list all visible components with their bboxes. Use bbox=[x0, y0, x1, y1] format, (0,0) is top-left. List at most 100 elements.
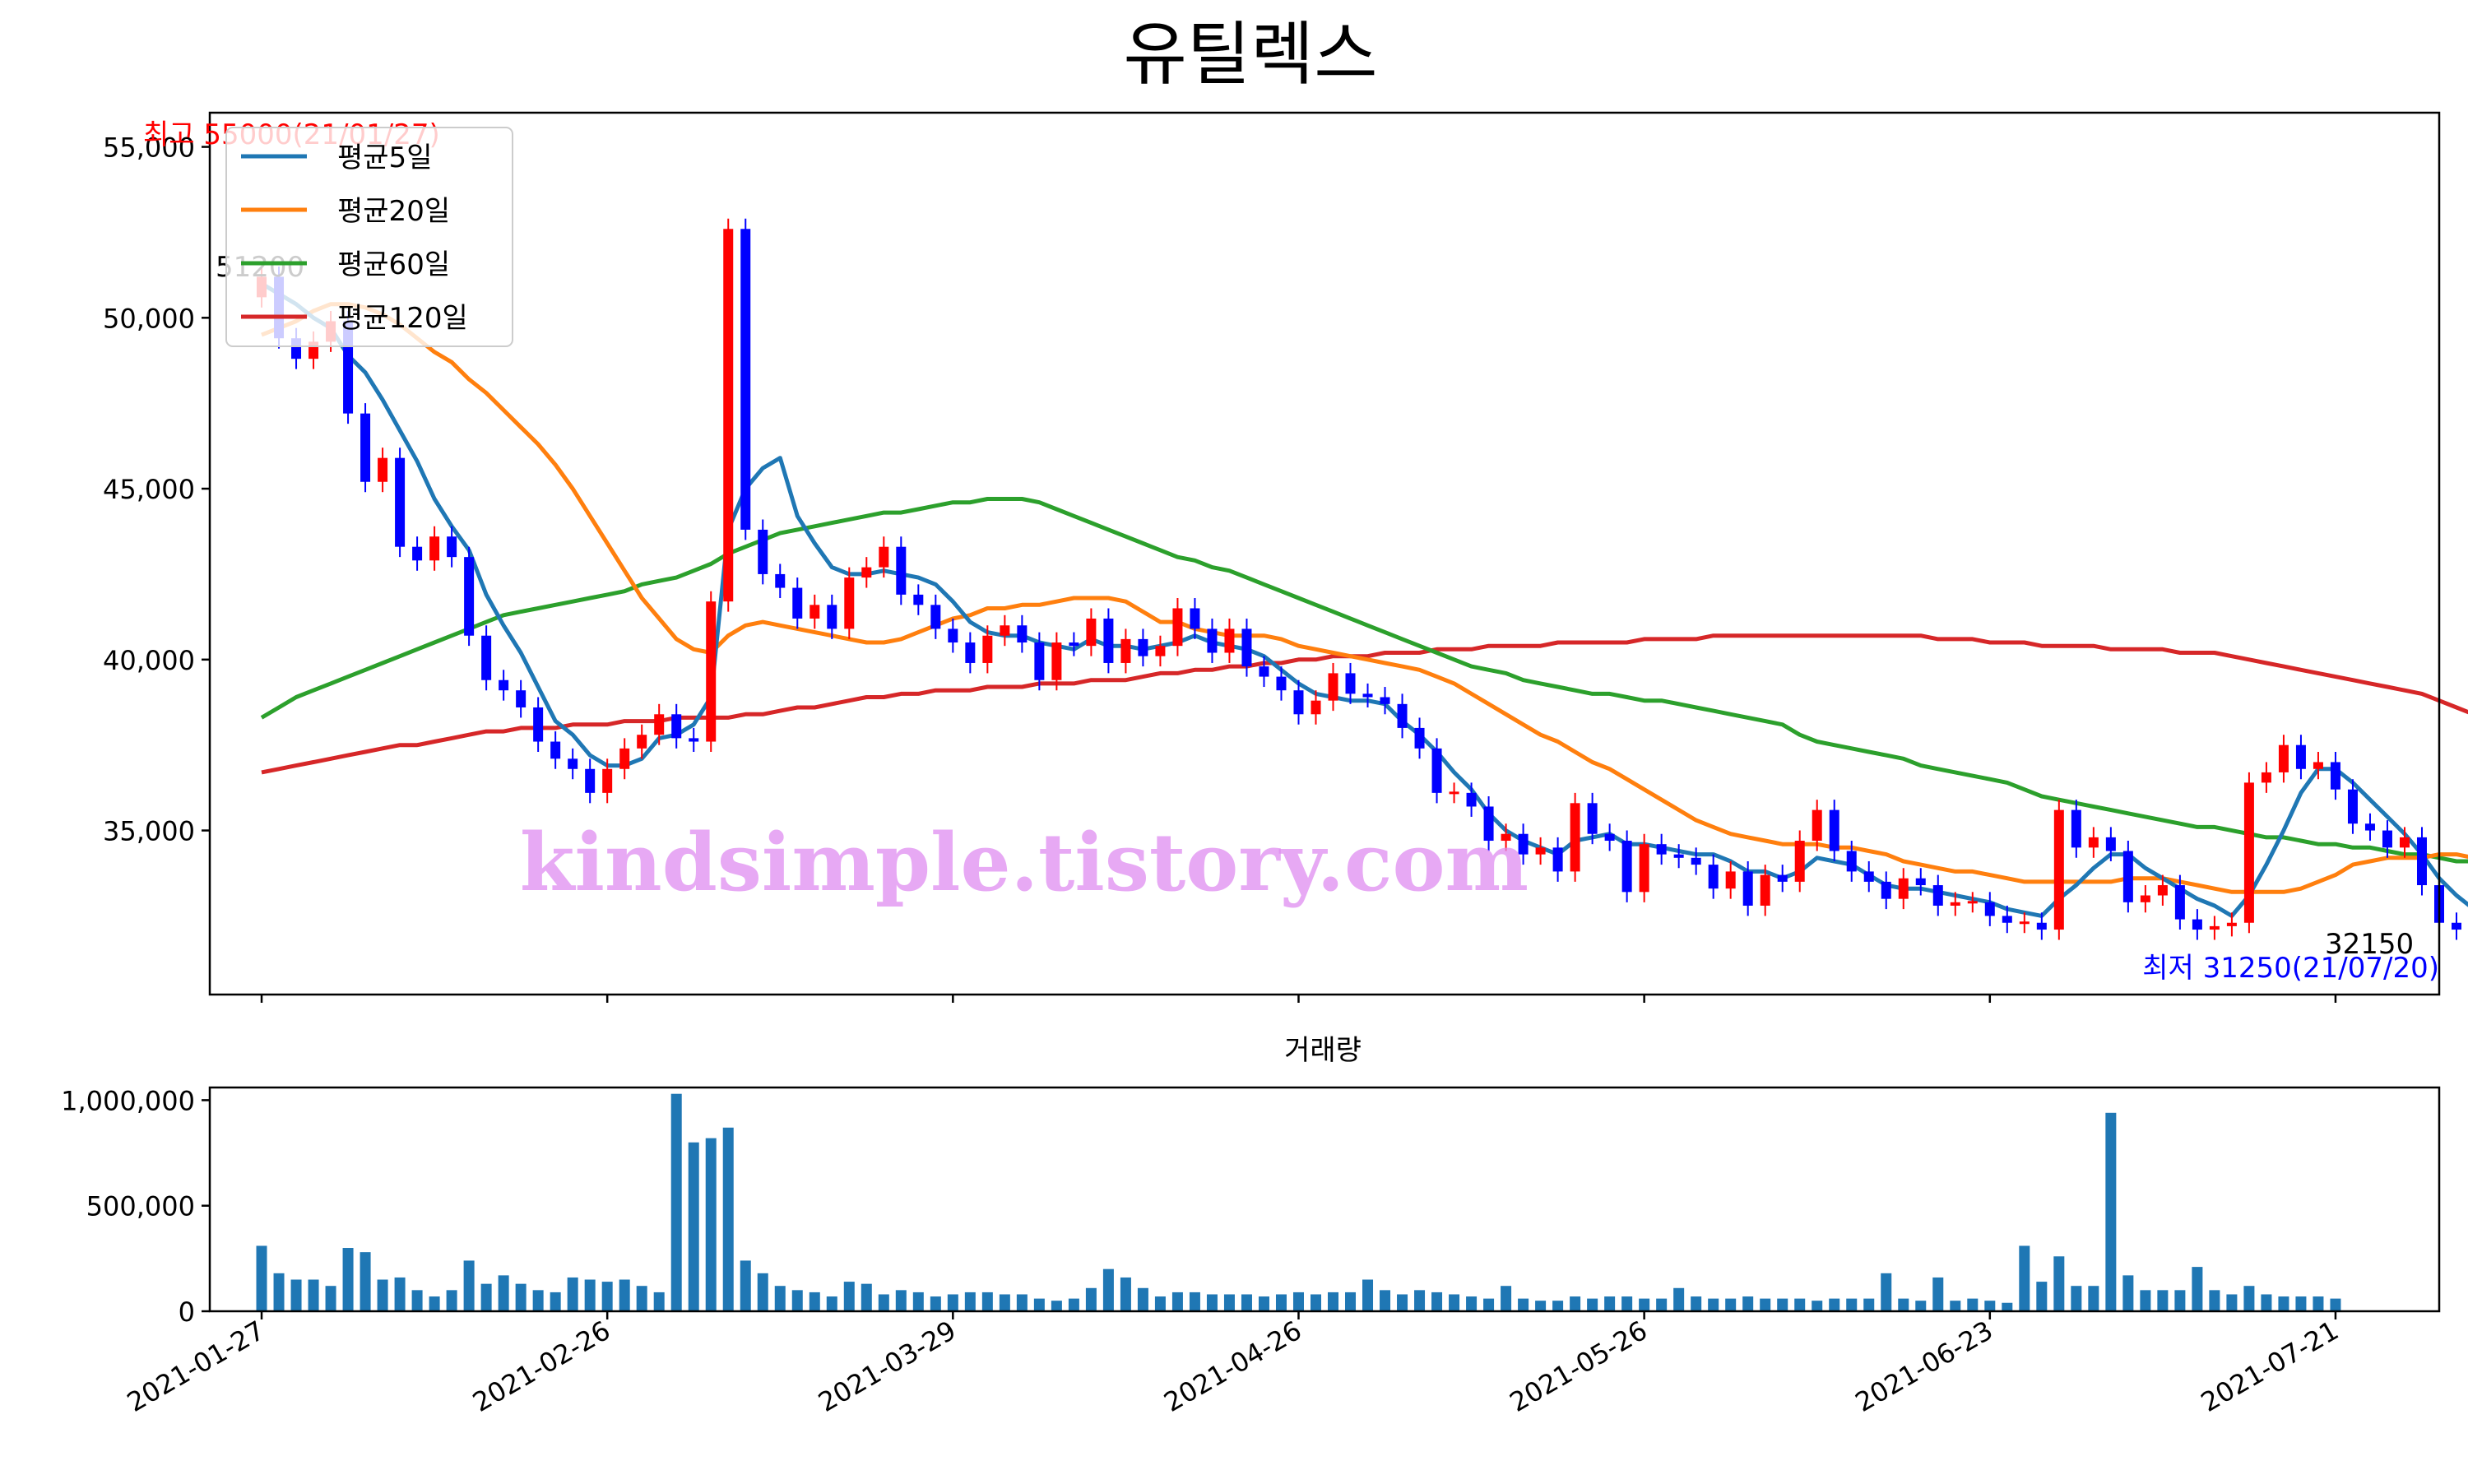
candle bbox=[619, 738, 630, 780]
volume-bar bbox=[1137, 1287, 1148, 1311]
volume-bar bbox=[1915, 1301, 1927, 1311]
candle bbox=[1311, 690, 1321, 725]
candle bbox=[792, 577, 803, 629]
candle-body bbox=[706, 601, 717, 742]
candle-body bbox=[2140, 895, 2150, 902]
candle-body bbox=[1863, 871, 1874, 882]
candle-body bbox=[1915, 878, 1926, 886]
candle bbox=[1397, 693, 1408, 739]
volume-bar bbox=[1189, 1292, 1200, 1311]
candle-body bbox=[1639, 844, 1649, 893]
candle-body bbox=[2019, 921, 2030, 925]
volume-bar bbox=[1362, 1279, 1374, 1311]
candle-body bbox=[464, 557, 475, 636]
candle bbox=[1259, 656, 1269, 688]
candle-body bbox=[1518, 833, 1529, 855]
candle-body bbox=[1069, 642, 1079, 647]
candle-body bbox=[2261, 772, 2271, 783]
volume-bar bbox=[325, 1286, 336, 1311]
candle bbox=[1863, 860, 1874, 893]
candle-body bbox=[550, 741, 561, 759]
candle-body bbox=[2330, 762, 2340, 790]
volume-bar bbox=[1241, 1294, 1252, 1311]
volume-bar bbox=[757, 1273, 768, 1311]
volume-bar bbox=[1518, 1298, 1529, 1311]
candle bbox=[447, 526, 457, 568]
candle bbox=[879, 536, 889, 578]
candle bbox=[1604, 823, 1615, 851]
candle-body bbox=[1431, 748, 1442, 793]
volume-bar bbox=[981, 1292, 993, 1311]
candle bbox=[2364, 813, 2375, 842]
candle bbox=[1656, 833, 1667, 865]
volume-bar bbox=[550, 1292, 561, 1311]
volume-y-tick-label: 1,000,000 bbox=[61, 1085, 195, 1116]
candle-body bbox=[1138, 638, 1148, 656]
candle bbox=[740, 218, 751, 540]
candle-body bbox=[1881, 881, 1891, 899]
candle-body bbox=[1345, 673, 1356, 694]
volume-plot-frame bbox=[208, 1086, 2441, 1313]
candle bbox=[930, 594, 941, 639]
candle-body bbox=[2036, 922, 2047, 930]
candle-body bbox=[2002, 916, 2012, 923]
candle-body bbox=[1950, 902, 1960, 906]
candle-body bbox=[2313, 762, 2323, 769]
legend-label-ma5: 평균5일 bbox=[337, 141, 432, 174]
volume-bar bbox=[670, 1093, 682, 1311]
volume-bar bbox=[964, 1292, 976, 1311]
candle bbox=[2226, 912, 2237, 937]
x-tick-label: 2021-02-26 bbox=[467, 1315, 615, 1418]
legend-label-ma60: 평균60일 bbox=[337, 248, 450, 281]
candle-body bbox=[1155, 646, 1166, 656]
candle bbox=[1777, 865, 1788, 893]
candle-body bbox=[1535, 847, 1546, 855]
candle bbox=[2278, 735, 2289, 783]
volume-bar bbox=[2036, 1282, 2048, 1311]
volume-bar bbox=[2313, 1296, 2324, 1311]
volume-bar bbox=[1812, 1301, 1823, 1311]
volume-bar bbox=[809, 1292, 820, 1311]
candle bbox=[2019, 912, 2030, 934]
candle-body bbox=[2226, 922, 2237, 926]
candle-body bbox=[1570, 803, 1580, 872]
candle bbox=[1224, 618, 1235, 663]
candle bbox=[1328, 662, 1338, 712]
candle-body bbox=[619, 748, 630, 769]
volume-bar bbox=[1223, 1294, 1235, 1311]
candle bbox=[2071, 800, 2081, 858]
volume-bar bbox=[2088, 1286, 2099, 1311]
volume-bar bbox=[1397, 1294, 1408, 1311]
candle bbox=[2382, 820, 2392, 858]
volume-bar bbox=[878, 1294, 889, 1311]
candle bbox=[1172, 598, 1183, 656]
candle-body bbox=[1311, 700, 1321, 715]
volume-bar bbox=[2071, 1286, 2082, 1311]
candle bbox=[1881, 871, 1891, 910]
candle-body bbox=[1483, 806, 1494, 842]
candle-body bbox=[896, 546, 907, 595]
candle-body bbox=[1172, 608, 1183, 647]
volume-bar bbox=[1535, 1301, 1547, 1311]
candle bbox=[2036, 912, 2047, 940]
volume-bar bbox=[705, 1138, 717, 1311]
legend-box bbox=[225, 127, 513, 347]
candle bbox=[1034, 632, 1045, 691]
ma5-line bbox=[260, 281, 2468, 918]
candle-body bbox=[1812, 809, 1822, 842]
candle bbox=[2053, 800, 2064, 940]
y-tick-label: 45,000 bbox=[103, 474, 195, 505]
volume-bar bbox=[1345, 1292, 1357, 1311]
volume-bar bbox=[1725, 1298, 1737, 1311]
candle bbox=[2261, 762, 2271, 793]
volume-bar bbox=[1016, 1294, 1028, 1311]
candle bbox=[2192, 909, 2202, 940]
x-tick-label: 2021-01-27 bbox=[122, 1315, 270, 1418]
volume-bar bbox=[1449, 1294, 1460, 1311]
x-tick-label: 2021-03-29 bbox=[813, 1315, 961, 1418]
candle bbox=[982, 625, 993, 674]
volume-bar bbox=[2053, 1256, 2065, 1311]
candle bbox=[1812, 800, 1822, 851]
candle bbox=[2313, 751, 2323, 780]
volume-bar bbox=[1102, 1268, 1114, 1311]
